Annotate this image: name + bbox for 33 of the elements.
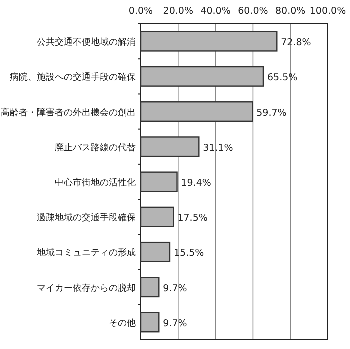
bar <box>140 102 254 122</box>
bar <box>140 242 171 262</box>
y-tick-label: 地域コミュニティの形成 <box>36 248 136 259</box>
x-tick-label: 80.0% <box>276 6 306 17</box>
data-label: 9.7% <box>163 283 188 294</box>
data-label: 72.8% <box>281 38 312 49</box>
bar <box>140 136 200 158</box>
data-label: 19.4% <box>181 178 212 189</box>
y-tick-label: 中心市街地の活性化 <box>55 178 136 188</box>
y-tick-label: 廃止バス路線の代替 <box>55 142 136 154</box>
data-label: 9.7% <box>163 318 188 330</box>
y-tick-label: 病院、施設への交通手段の確保 <box>10 72 136 84</box>
data-label: 15.5% <box>174 248 204 260</box>
y-tick-label: 高齢者・障害者の外出機会の創出 <box>1 107 136 118</box>
bar <box>140 312 160 333</box>
y-tick-label: マイカー依存からの脱却 <box>37 282 136 294</box>
x-tick-label: 20.0% <box>163 6 194 17</box>
data-label: 59.7% <box>256 108 287 119</box>
y-tick-label: 過疎地域の交通手段確保 <box>37 212 136 224</box>
x-tick-label: 40.0% <box>200 6 231 17</box>
bar <box>140 172 178 192</box>
x-tick-label: 60.0% <box>238 6 268 17</box>
bar <box>140 31 278 52</box>
bar <box>140 206 174 228</box>
data-label: 65.5% <box>267 72 298 84</box>
bar <box>140 66 264 87</box>
y-tick-label: その他 <box>109 318 136 329</box>
data-label: 17.5% <box>178 213 208 224</box>
y-tick-label: 公共交通不便地域の解消 <box>37 37 136 48</box>
x-tick-label: 0.0% <box>128 6 154 17</box>
bar <box>140 277 160 298</box>
x-tick-label: 100.0% <box>310 6 346 17</box>
data-label: 31.1% <box>203 142 234 154</box>
